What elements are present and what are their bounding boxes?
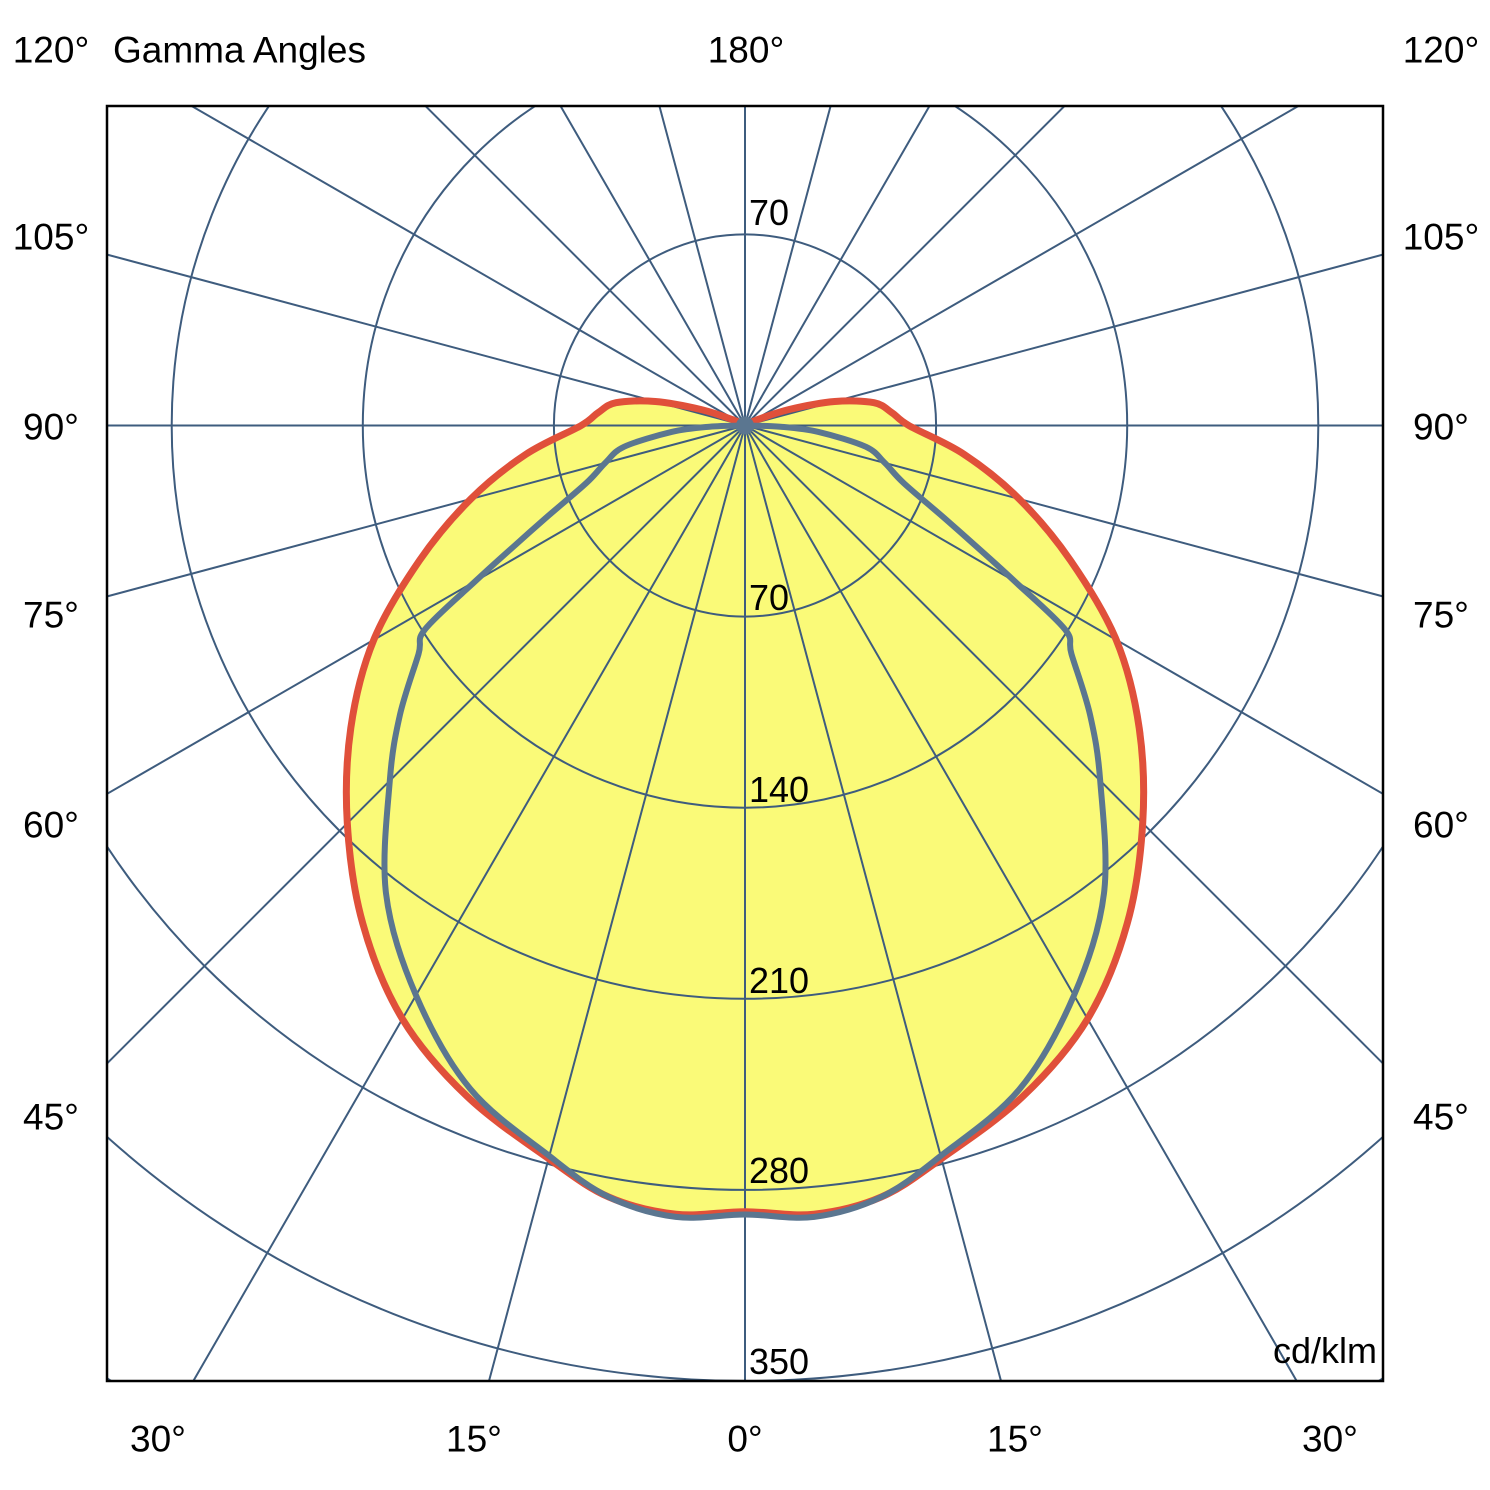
grid-ray-105 — [744, 253, 1383, 427]
gamma-label-right-105: 105° — [1402, 216, 1480, 258]
curve-c90-c270 — [381, 422, 1109, 1221]
gamma-label-top-180: 180° — [707, 29, 785, 71]
gamma-label-right-120: 120° — [1402, 29, 1480, 71]
radial-tick-280: 280 — [749, 1150, 810, 1191]
curve-origin-knot — [736, 416, 754, 435]
gamma-label-right-45: 45° — [1413, 1096, 1469, 1138]
plot-frame — [105, 104, 1385, 1383]
radial-tick-140: 140 — [749, 769, 810, 810]
grid-ray-210 — [559, 106, 746, 427]
gamma-label-bottom-30L: 30° — [130, 1418, 186, 1460]
grid-ray-15 — [744, 425, 1003, 1381]
grid-ray-75 — [744, 424, 1383, 598]
grid-ray-120 — [744, 106, 1301, 427]
grid-ray-315 — [107, 424, 746, 1065]
gamma-label-right-90: 90° — [1413, 406, 1469, 448]
gamma-label-bottom-30R: 30° — [1302, 1418, 1358, 1460]
gamma-label-left-45: 45° — [23, 1096, 79, 1138]
gamma-label-left-120: 120° — [12, 29, 90, 71]
unit-label: cd/klm — [1272, 1330, 1377, 1371]
grid-ray-225 — [424, 106, 746, 427]
grid-ray-330 — [192, 424, 746, 1381]
page-title: Gamma Angles — [113, 29, 366, 71]
grid-ray-30 — [744, 424, 1298, 1381]
grid-ray-60 — [744, 424, 1383, 796]
gamma-label-right-60: 60° — [1413, 804, 1469, 846]
gamma-label-left-90: 90° — [23, 406, 79, 448]
grid-ray-285 — [107, 424, 746, 598]
grid-ray-135 — [744, 106, 1066, 427]
grid-ray-45 — [744, 424, 1383, 1065]
grid-ray-195 — [658, 106, 746, 426]
gamma-label-right-75: 75° — [1413, 594, 1469, 636]
grid-ray-150 — [744, 106, 931, 427]
gamma-label-left-60: 60° — [23, 804, 79, 846]
gamma-label-bottom-15L: 15° — [446, 1418, 502, 1460]
grid-ray-345 — [487, 425, 746, 1381]
grid-ray-300 — [107, 424, 746, 796]
gamma-label-left-105: 105° — [12, 216, 90, 258]
radial-tick-70-upper: 70 — [749, 192, 790, 233]
gamma-label-bottom-15R: 15° — [987, 1418, 1043, 1460]
grid-ray-165 — [744, 106, 832, 426]
radial-tick-350: 350 — [749, 1341, 810, 1382]
gamma-label-bottom-0: 0° — [727, 1418, 763, 1460]
grid-ray-240 — [189, 106, 746, 427]
radial-tick-210: 210 — [749, 960, 810, 1001]
radial-tick-70: 70 — [749, 577, 790, 618]
gamma-label-left-75: 75° — [23, 594, 79, 636]
grid-ray-255 — [107, 253, 746, 427]
